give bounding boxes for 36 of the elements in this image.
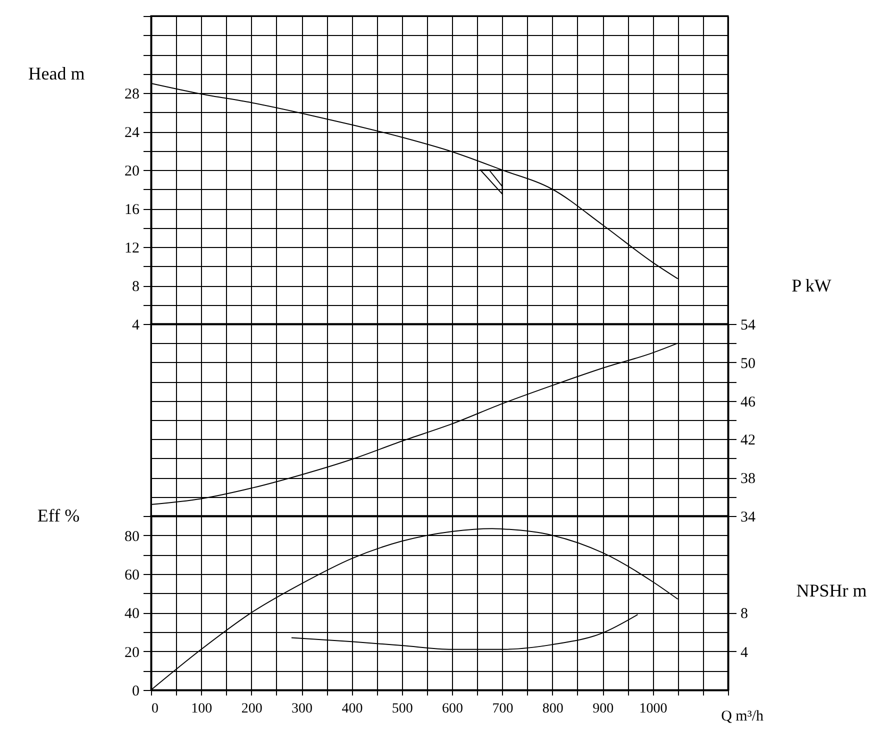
x-tick-label: 300	[292, 702, 313, 716]
x-tick-label: 200	[241, 702, 262, 716]
y2-tick-label: 42	[740, 432, 756, 449]
y-tick-label: 20	[124, 644, 140, 661]
y-tick-label: 28	[124, 86, 140, 102]
x-tick-label: 900	[592, 702, 614, 716]
x-tick-label: 700	[492, 702, 514, 716]
y2-axis-title: P kW	[792, 276, 832, 296]
y2-axis-title: NPSHr m	[796, 580, 867, 600]
y2-tick-label: 4	[740, 644, 748, 661]
y-tick-label: 12	[124, 240, 140, 256]
y2-tick-label: 54	[740, 318, 756, 334]
y-tick-label: 80	[124, 528, 140, 545]
y2-tick-label: 8	[740, 606, 748, 622]
y2-tick-label: 38	[740, 471, 756, 488]
x-tick-label: 1000	[639, 702, 668, 716]
y-axis-title: Eff %	[37, 506, 80, 526]
x-tick-label: 500	[392, 702, 413, 716]
y-tick-label: 16	[124, 202, 140, 218]
y2-tick-label: 50	[740, 356, 756, 372]
x-axis-title: Q m³/h	[721, 708, 764, 724]
y-tick-label: 24	[124, 125, 140, 141]
y2-tick-label: 34	[740, 510, 756, 526]
x-tick-label: 800	[542, 702, 564, 716]
y2-tick-label: 46	[740, 394, 756, 410]
y-tick-label: 60	[124, 568, 140, 584]
y-tick-label: 20	[124, 164, 140, 180]
x-tick-label: 600	[442, 702, 464, 716]
y-tick-label: 4	[132, 318, 140, 334]
y-tick-label: 0	[132, 684, 140, 700]
x-tick-label: 100	[191, 702, 212, 716]
x-tick-label: 0	[152, 702, 158, 716]
y-tick-label: 8	[132, 279, 140, 295]
x-tick-label: 400	[342, 702, 363, 716]
y-tick-label: 40	[124, 606, 140, 622]
y-axis-title: Head m	[28, 64, 85, 84]
